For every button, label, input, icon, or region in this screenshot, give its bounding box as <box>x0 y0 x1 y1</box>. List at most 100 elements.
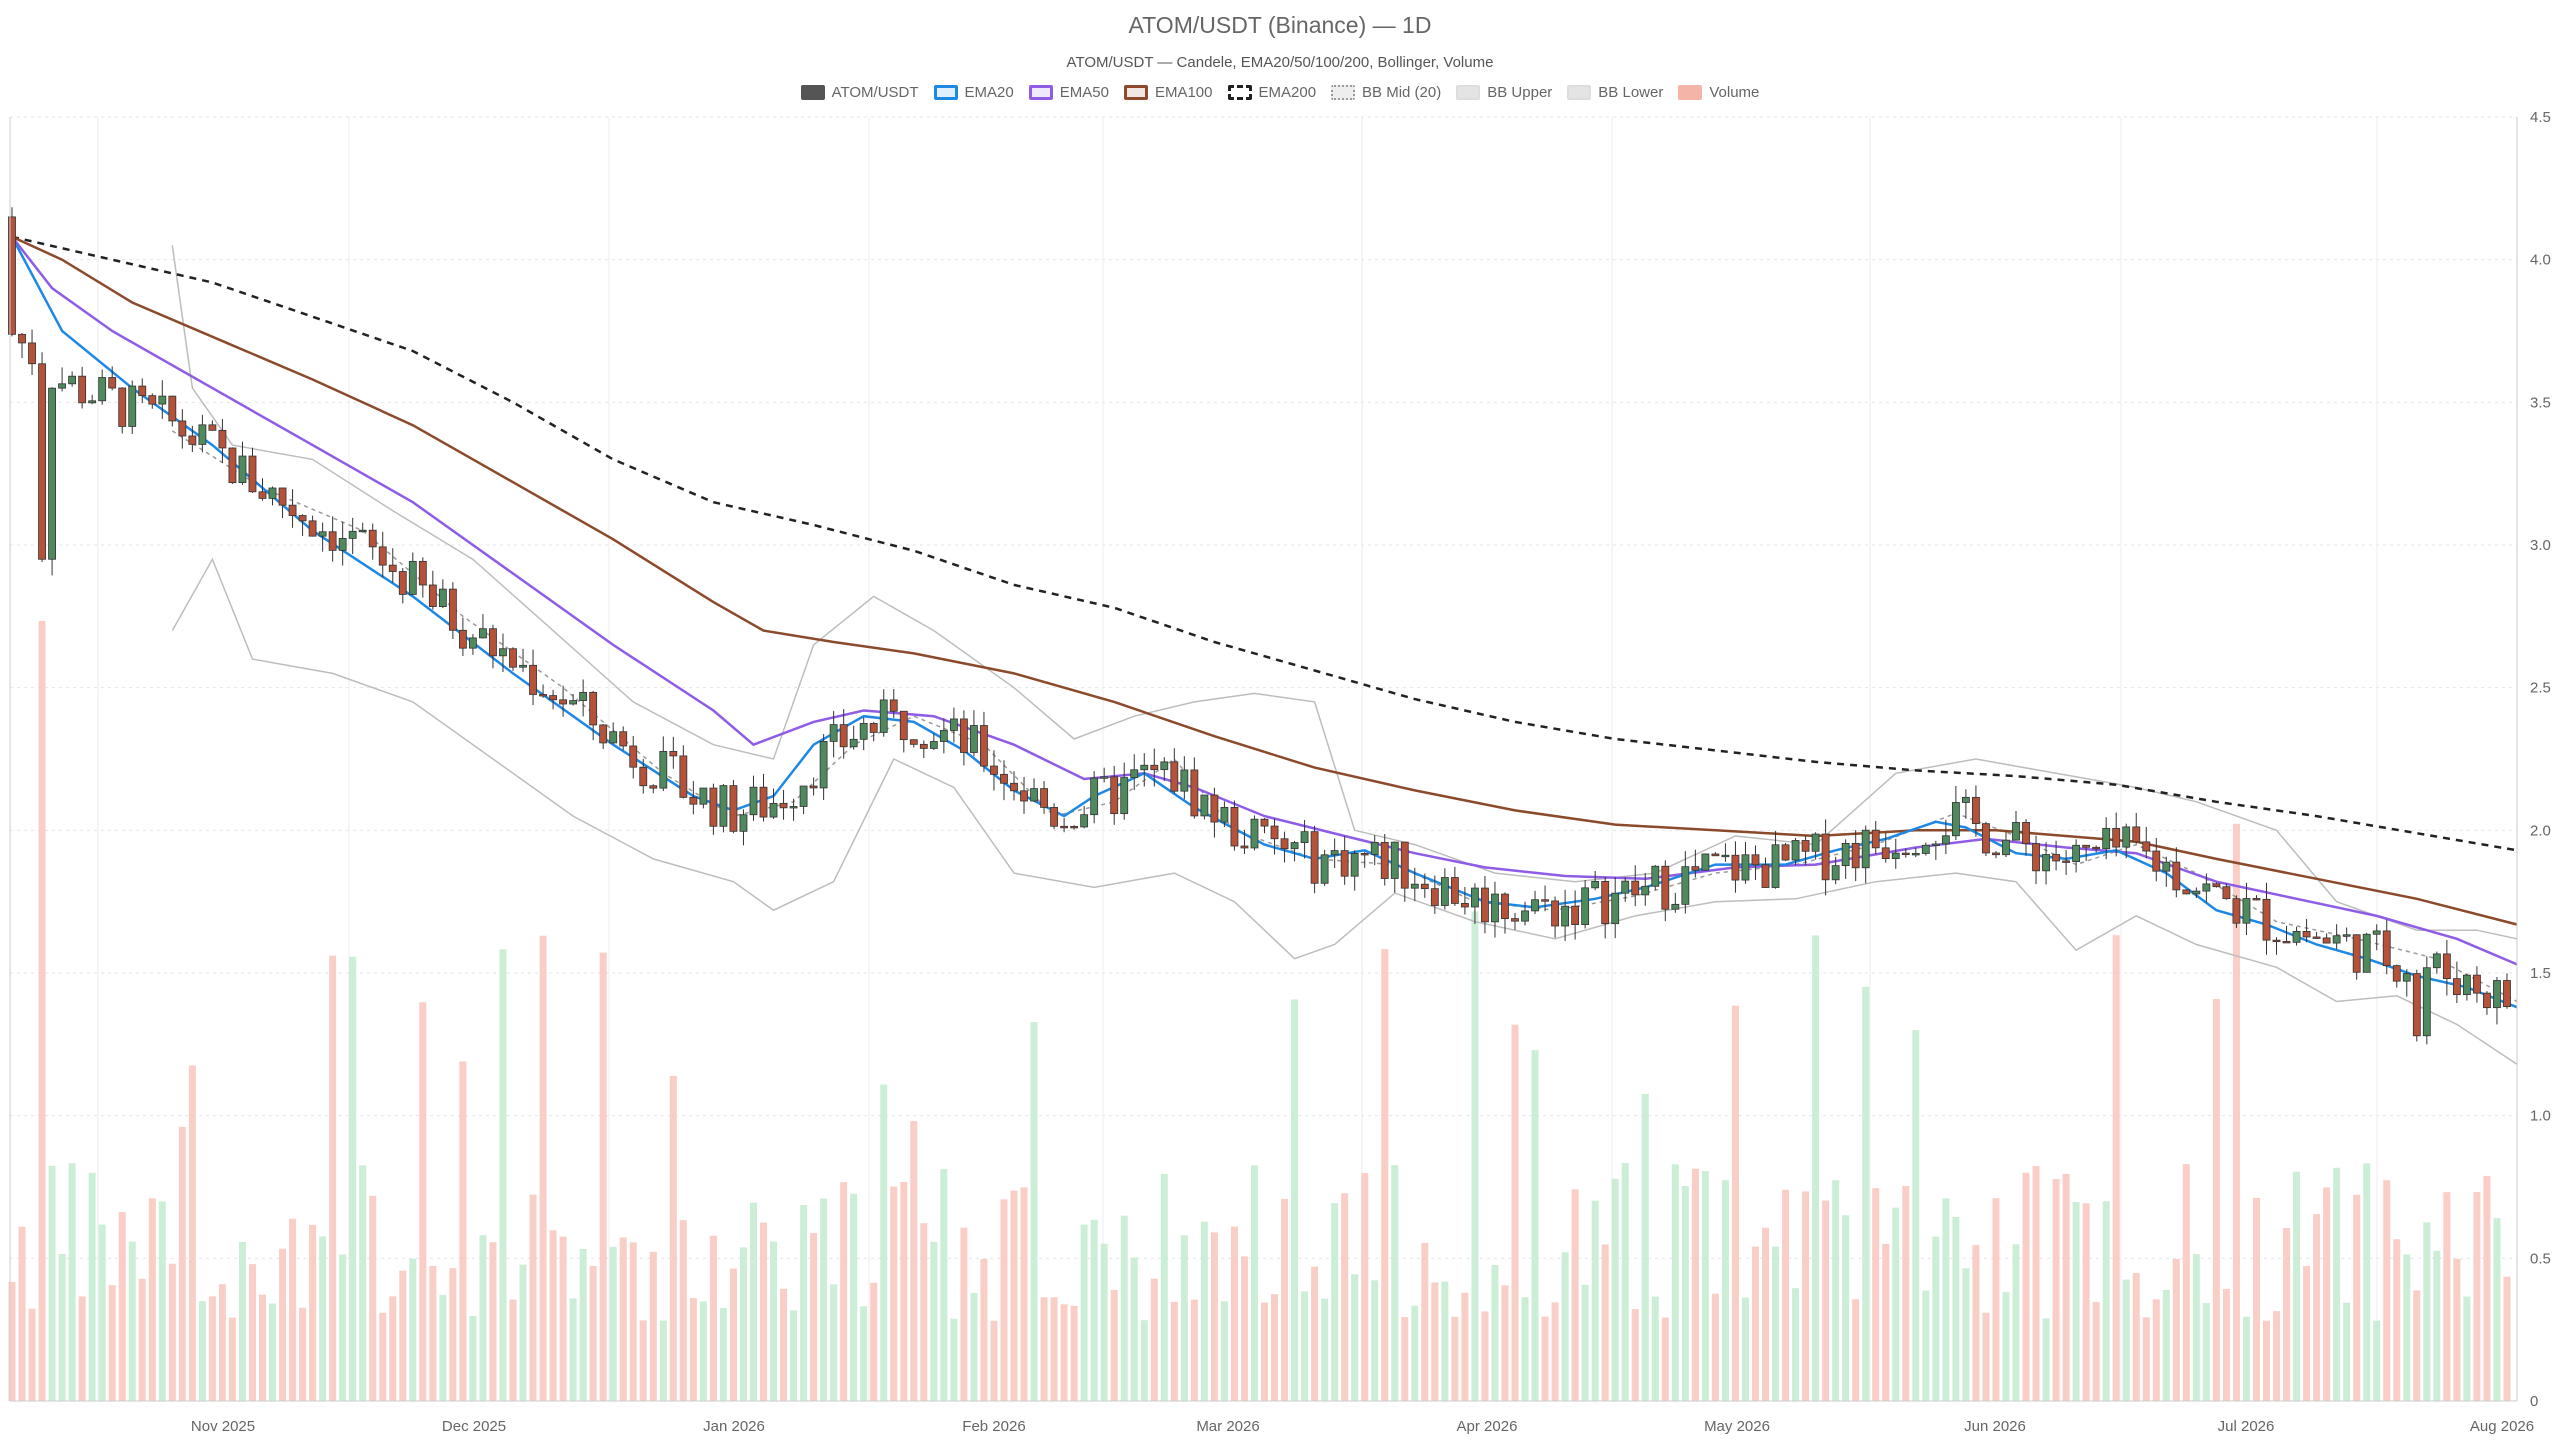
volume-bar <box>2142 1317 2150 1401</box>
candle-body <box>799 785 808 807</box>
candle-body <box>2122 826 2131 848</box>
volume-bar <box>2403 1254 2411 1401</box>
volume-bar <box>2202 1303 2210 1401</box>
volume-bar <box>649 1251 657 1401</box>
legend-item[interactable]: ATOM/USDT <box>800 84 919 101</box>
volume-bar <box>499 949 507 1401</box>
candle-body <box>1951 802 1960 837</box>
candle-body <box>2473 974 2481 994</box>
legend-item[interactable]: BB Lower <box>1567 84 1663 101</box>
volume-bar <box>2032 1166 2040 1401</box>
volume-bar <box>1842 1215 1850 1401</box>
candle-body <box>1671 903 1680 910</box>
volume-bar <box>2393 1239 2401 1401</box>
candle-body <box>1260 818 1269 827</box>
legend-item[interactable]: EMA100 <box>1123 84 1213 101</box>
candle-body <box>2272 939 2281 943</box>
volume-bar <box>138 1278 146 1401</box>
volume-bar <box>870 1282 878 1401</box>
axes: 4.5 4.0 3.5 3.0 2.5 2.0 1.5 1.0 0.5 0 Nov 2025 Dec … <box>9 109 2551 1435</box>
legend-label: ATOM/USDT <box>831 84 919 101</box>
volume-bar <box>168 1263 176 1401</box>
volume-bar <box>319 1236 327 1401</box>
candle-body <box>599 724 608 744</box>
legend-item[interactable]: Volume <box>1678 84 1759 101</box>
legend-item[interactable]: EMA200 <box>1227 84 1316 101</box>
candle-body <box>188 435 197 445</box>
y-tick-label: 2.5 <box>2530 680 2551 697</box>
volume-bar <box>68 1163 76 1401</box>
volume-bar <box>178 1126 186 1401</box>
candle-body <box>919 743 928 749</box>
legend-label: BB Lower <box>1598 84 1664 101</box>
volume-bar <box>2433 1250 2441 1401</box>
candle-body <box>1841 843 1850 867</box>
candle-body <box>1941 835 1950 845</box>
volume-bar <box>2453 1258 2461 1401</box>
candle-body <box>2442 953 2451 980</box>
volume-bar <box>699 1301 707 1401</box>
candle-body <box>1190 769 1199 817</box>
legend-swatch <box>1227 85 1252 100</box>
candle-body <box>1992 852 2000 856</box>
volume-bar <box>930 1241 938 1401</box>
volume-bar <box>2172 1258 2180 1401</box>
volume-bar <box>2072 1201 2080 1401</box>
volume-bar <box>2303 1265 2311 1401</box>
volume-bar <box>2212 998 2220 1401</box>
candle-body <box>268 487 277 499</box>
volume-bar <box>1190 1299 1198 1401</box>
candle-body <box>699 787 708 805</box>
volume-bar <box>28 1308 36 1401</box>
volume-bar <box>2232 823 2240 1401</box>
candle-body <box>1240 845 1249 849</box>
candle-body <box>1300 831 1309 843</box>
volume-bar <box>529 1194 537 1401</box>
candle-body <box>348 530 357 539</box>
candle-body <box>1270 825 1279 840</box>
volume-bar <box>1020 1187 1028 1401</box>
y-tick-label: 1.0 <box>2530 1108 2551 1125</box>
candle-body <box>1861 829 1870 869</box>
volume-bar <box>98 1224 106 1401</box>
volume-bar <box>549 1230 557 1401</box>
volume-bar <box>118 1212 126 1401</box>
legend-label: BB Mid (20) <box>1362 84 1442 101</box>
legend-item[interactable]: BB Mid (20) <box>1331 84 1441 101</box>
candle-body <box>489 628 497 657</box>
candle-body <box>1180 769 1189 792</box>
volume-bar <box>38 621 46 1401</box>
volume-bar <box>980 1258 988 1401</box>
legend-label: EMA100 <box>1154 84 1213 101</box>
volume-bar <box>1120 1215 1128 1401</box>
legend-item[interactable]: BB Upper <box>1456 84 1552 101</box>
volume-bar <box>1391 1165 1399 1401</box>
volume-bar <box>820 1198 828 1401</box>
candle-body <box>2222 886 2231 900</box>
candle-body <box>328 531 337 551</box>
candle-body <box>1450 877 1459 904</box>
candle-body <box>1070 826 1079 829</box>
candle-body <box>288 504 297 516</box>
volume-bar <box>1882 1243 1890 1401</box>
volume-bar <box>1792 1288 1800 1401</box>
volume-bar <box>860 1306 868 1401</box>
volume-bar <box>1922 1290 1930 1401</box>
volume-bar <box>1271 1294 1279 1401</box>
candle-body <box>138 385 147 397</box>
x-tick-label: Jan 2026 <box>703 1418 765 1435</box>
legend-item[interactable]: EMA50 <box>1028 84 1109 101</box>
y-tick-label: 4.0 <box>2530 252 2551 269</box>
volume-bar <box>2022 1172 2030 1401</box>
volume-bar <box>479 1235 487 1401</box>
volume-bar <box>1481 1311 1489 1401</box>
legend-item[interactable]: EMA20 <box>933 84 1014 101</box>
candle-body <box>719 785 728 827</box>
volume-bar <box>2242 1316 2250 1401</box>
volume-bar <box>1331 1203 1339 1401</box>
candle-body <box>1230 806 1239 847</box>
candle-body <box>1120 777 1129 815</box>
volume-bar <box>439 1294 447 1401</box>
candle-body <box>1420 883 1429 890</box>
